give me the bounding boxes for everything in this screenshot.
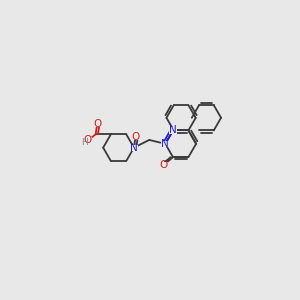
FancyBboxPatch shape [84, 137, 92, 144]
FancyBboxPatch shape [161, 141, 169, 147]
Text: O: O [131, 132, 140, 142]
Text: O: O [93, 119, 101, 129]
Text: N: N [169, 125, 177, 136]
FancyBboxPatch shape [132, 134, 140, 140]
FancyBboxPatch shape [160, 162, 168, 168]
Text: H: H [81, 137, 87, 146]
FancyBboxPatch shape [93, 121, 101, 127]
Text: N: N [130, 143, 138, 153]
FancyBboxPatch shape [169, 128, 177, 134]
FancyBboxPatch shape [130, 145, 138, 151]
Text: O: O [84, 136, 92, 146]
Text: N: N [161, 139, 169, 149]
Text: O: O [160, 160, 168, 170]
